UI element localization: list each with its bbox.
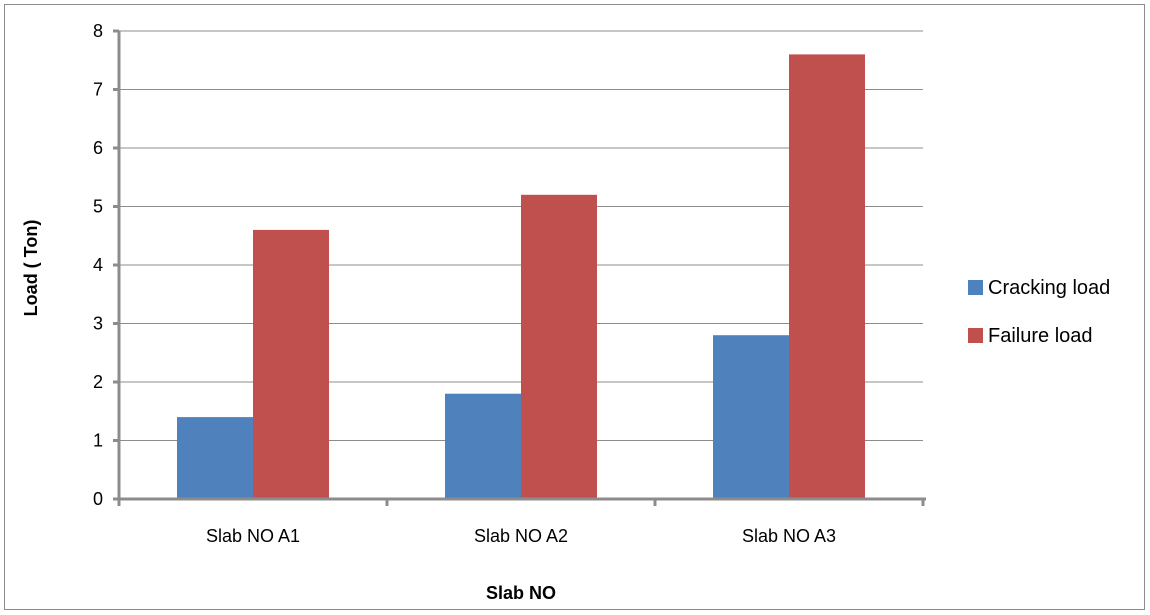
y-axis-title: Load ( Ton) bbox=[21, 220, 41, 317]
x-axis-title: Slab NO bbox=[486, 583, 556, 603]
x-tick-label: Slab NO A3 bbox=[742, 526, 836, 546]
bar-cracking-load bbox=[445, 393, 521, 499]
legend-label: Failure load bbox=[988, 325, 1093, 347]
bar-failure-load bbox=[789, 54, 865, 500]
legend-swatch bbox=[968, 280, 983, 295]
legend: Cracking load Failure load bbox=[968, 277, 1110, 347]
y-tick-label: 5 bbox=[93, 197, 103, 217]
bar-failure-load bbox=[521, 194, 597, 500]
y-tick-label: 0 bbox=[93, 489, 103, 509]
legend-swatch bbox=[968, 328, 983, 343]
y-tick-label: 3 bbox=[93, 314, 103, 334]
y-tick-label: 6 bbox=[93, 138, 103, 158]
y-tick-label: 2 bbox=[93, 372, 103, 392]
y-tick-label: 7 bbox=[93, 80, 103, 100]
legend-label: Cracking load bbox=[988, 277, 1110, 299]
bar-failure-load bbox=[253, 229, 329, 499]
bar-cracking-load bbox=[177, 417, 253, 499]
bars bbox=[177, 54, 865, 500]
tick-labels: 0 1 2 3 4 5 6 7 8 Slab NO A1 Slab NO A2 Slab NO A3 bbox=[93, 21, 836, 546]
y-tick-label: 4 bbox=[93, 255, 103, 275]
axes bbox=[113, 29, 926, 506]
x-tick-label: Slab NO A2 bbox=[474, 526, 568, 546]
x-tick-label: Slab NO A1 bbox=[206, 526, 300, 546]
y-tick-label: 1 bbox=[93, 431, 103, 451]
y-tick-label: 8 bbox=[93, 21, 103, 41]
bar-cracking-load bbox=[713, 335, 789, 499]
